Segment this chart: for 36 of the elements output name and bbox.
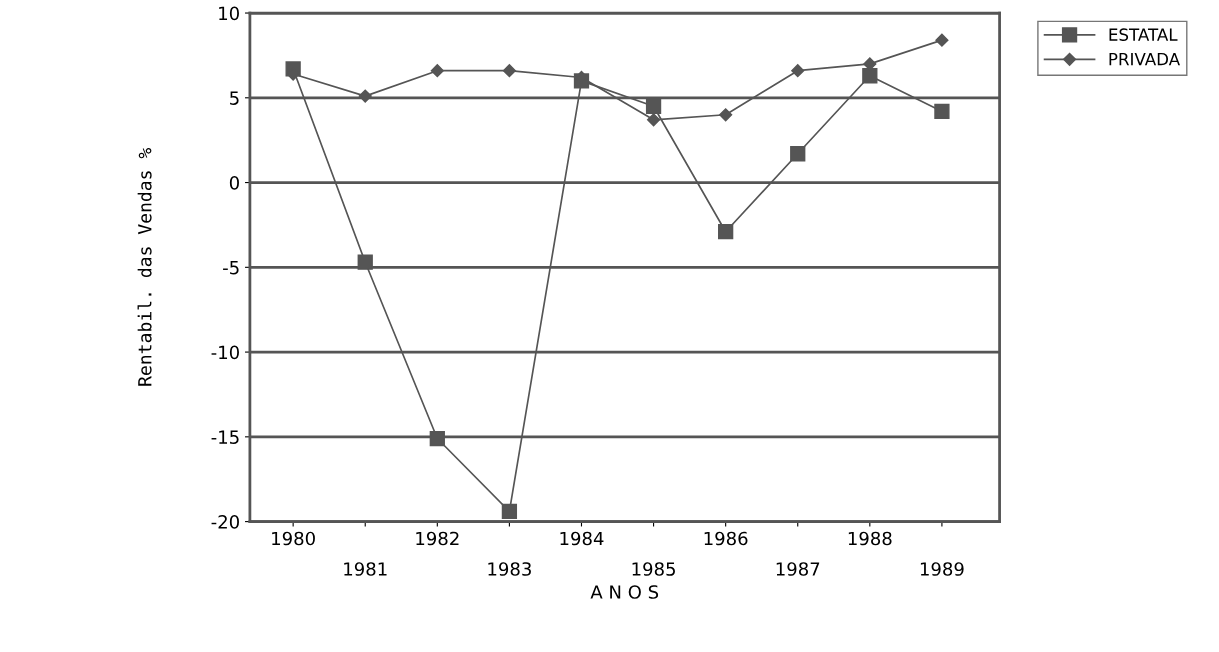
point [718,224,734,240]
point [790,146,806,162]
legend-label: ESTATAL [1109,28,1178,41]
x-tick-label: 1982 [416,531,459,546]
point [934,103,950,120]
y-tick-label: 0 [229,176,239,190]
x-tick-label: 1988 [848,531,892,546]
y-tick-label: 5 [230,91,239,105]
x-tick-label: 1980 [272,531,315,546]
x-tick-label: 1981 [344,562,387,576]
point [935,33,949,47]
point [430,64,444,78]
x-tick-label: 1985 [632,562,675,576]
x-axis-title: A N O S [590,585,659,599]
y-tick-label: -5 [223,261,239,275]
point [791,64,805,78]
point [645,98,662,114]
y-tick-label: -20 [211,515,239,529]
point [719,108,733,122]
y-tick-label: -10 [211,345,239,360]
point [646,113,661,127]
x-tick-label: 1986 [704,531,748,546]
x-tick-label: 1989 [920,562,964,576]
legend-label: PRIVADA [1109,53,1180,66]
point [357,254,373,270]
point [501,503,518,520]
y-tick-label: -15 [211,430,239,444]
x-tick-label: 1983 [488,562,531,576]
point [862,68,878,84]
y-tick-label: 10 [219,6,239,21]
point [502,64,516,78]
x-tick-label: 1984 [560,531,604,546]
x-tick-label: 1987 [776,562,820,576]
point [429,430,445,447]
point [358,89,372,103]
y-axis-title: Rentabil. das Vendas % [137,148,152,386]
